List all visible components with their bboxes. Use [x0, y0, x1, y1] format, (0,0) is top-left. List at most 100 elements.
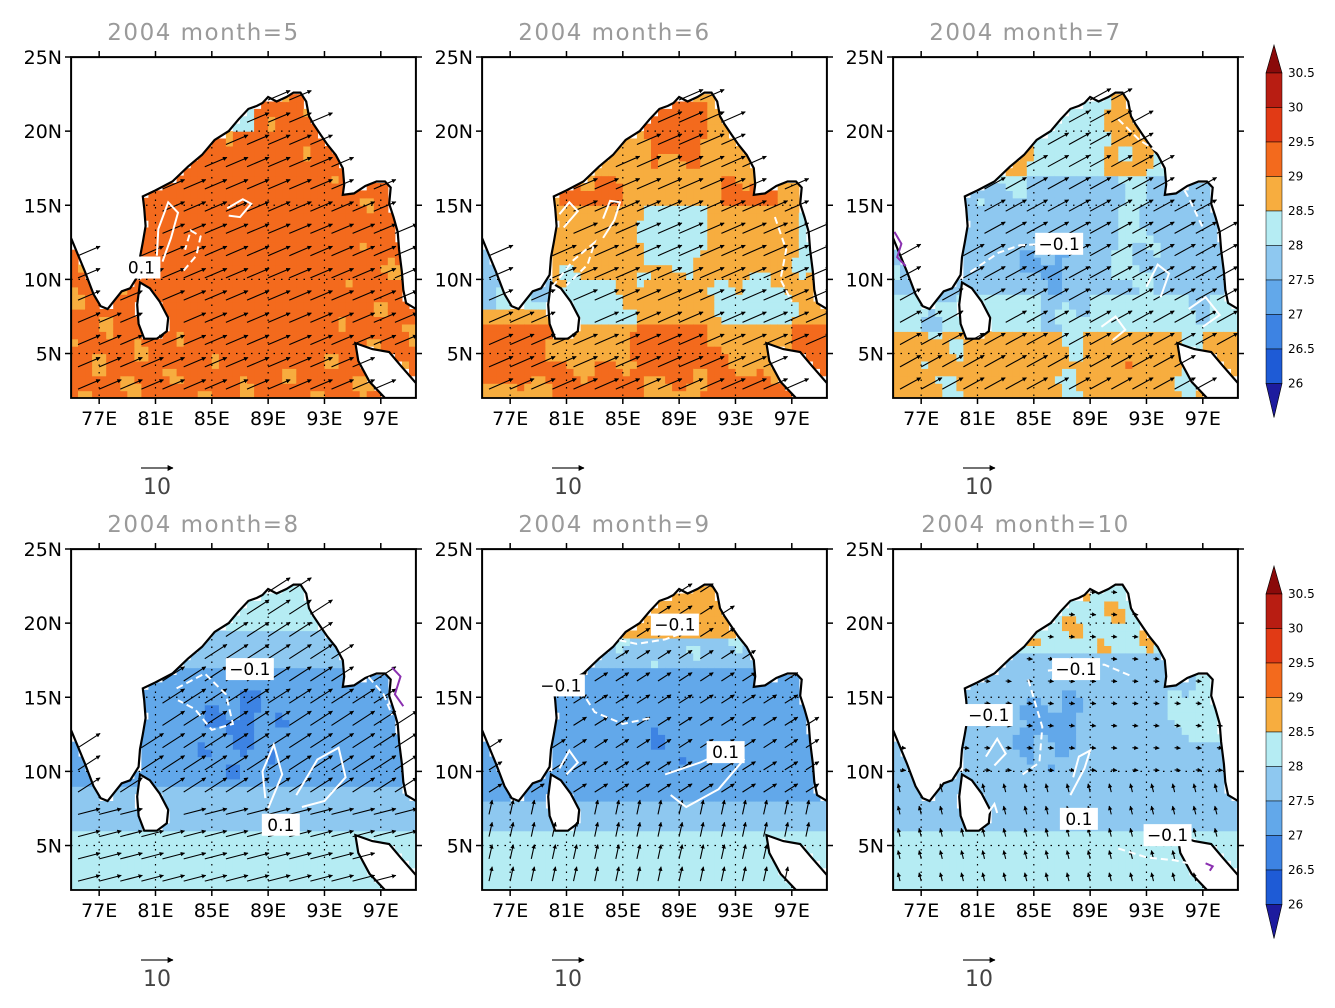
wind-arrow — [700, 672, 714, 682]
y-tick-label: 15N — [435, 195, 473, 217]
wind-arrow — [289, 710, 312, 726]
wind-arrow — [162, 688, 185, 704]
wind-arrow — [1111, 701, 1118, 706]
x-tick-label: 77E — [81, 408, 117, 430]
map-panel: 2004 month=6 77E 81E 85E 89E 93E 97E 5N 10N 15N 20… — [435, 20, 833, 500]
contour-label: −0.1 — [1039, 235, 1080, 255]
wind-arrow — [636, 244, 662, 257]
wind-arrow — [1089, 377, 1112, 390]
wind-arrow — [99, 829, 122, 838]
y-tick-label: 25N — [846, 539, 884, 561]
wind-arrow — [331, 312, 355, 323]
wind-arrow — [678, 333, 704, 346]
colorbar-label: 26 — [1288, 898, 1303, 912]
y-tick-label: 25N — [24, 47, 62, 69]
wind-arrow — [615, 783, 630, 793]
wind-arrow — [963, 332, 985, 346]
wind-arrow — [551, 821, 557, 837]
x-tick-label: 89E — [250, 408, 286, 430]
wind-arrow — [246, 874, 270, 882]
wind-arrow — [77, 732, 101, 749]
wind-arrow — [594, 761, 609, 771]
contour-line — [1188, 295, 1222, 328]
wind-arrow — [657, 866, 663, 882]
wind-arrow — [678, 111, 704, 123]
wind-arrow — [615, 761, 630, 771]
wind-arrow — [1174, 354, 1196, 368]
wind-arrow — [1044, 872, 1049, 882]
wind-arrow — [1216, 266, 1238, 279]
wind-arrow — [1153, 221, 1175, 234]
wind-arrow — [509, 821, 515, 837]
wind-arrow — [1068, 701, 1076, 706]
wind-arrow — [1111, 634, 1118, 639]
wind-arrow — [981, 872, 986, 882]
wind-arrow — [77, 267, 101, 279]
reference-vector-label: 10 — [143, 967, 171, 992]
wind-arrow — [1150, 805, 1155, 815]
wind-arrow — [310, 710, 333, 726]
wind-arrow — [99, 807, 122, 815]
wind-arrow — [1132, 332, 1154, 346]
wind-arrow — [331, 356, 355, 368]
wind-arrow — [678, 821, 684, 837]
wind-arrow — [917, 850, 923, 860]
wind-arrow — [310, 851, 333, 860]
wind-arrow — [162, 874, 186, 882]
wind-arrow — [183, 755, 207, 771]
y-tick-label: 15N — [435, 687, 473, 709]
wind-arrow — [939, 850, 944, 860]
wind-arrow — [763, 200, 789, 212]
colorbar-label: 26.5 — [1288, 863, 1315, 877]
wind-arrow — [267, 643, 291, 660]
colorbar-segment — [1265, 176, 1283, 212]
wind-arrow — [1047, 332, 1070, 346]
colorbar-bottom-triangle — [1265, 904, 1283, 939]
wind-arrow — [1174, 288, 1196, 301]
contour-label: 0.1 — [128, 259, 155, 279]
wind-arrow — [721, 694, 735, 704]
wind-arrow — [763, 222, 789, 234]
wind-arrow — [960, 850, 965, 860]
wind-arrow — [267, 134, 291, 146]
contour-line — [602, 199, 622, 239]
wind-vectors — [488, 89, 827, 390]
wind-arrow — [678, 844, 684, 860]
wind-arrow — [657, 133, 683, 146]
x-tick-label: 93E — [306, 900, 342, 922]
wind-arrow — [939, 805, 944, 815]
wind-arrow — [1174, 266, 1196, 279]
wind-arrow — [1132, 678, 1139, 684]
x-tick-label: 81E — [137, 900, 173, 922]
wind-arrow — [699, 799, 705, 815]
y-tick-label: 20N — [24, 613, 62, 635]
wind-arrow — [1086, 783, 1092, 793]
wind-arrow — [204, 312, 228, 323]
wind-arrow — [1026, 310, 1048, 323]
wind-arrow — [120, 777, 143, 793]
wind-arrow — [289, 134, 312, 146]
wind-arrow — [594, 311, 620, 323]
wind-arrow — [531, 378, 556, 390]
colorbar-segment — [1265, 107, 1283, 143]
sst-field — [71, 94, 416, 398]
wind-arrow — [920, 377, 943, 390]
wind-arrow — [1174, 745, 1181, 751]
wind-arrow — [963, 745, 970, 751]
y-tick-label: 5N — [858, 344, 884, 366]
wind-arrow — [77, 829, 101, 838]
contour-line — [226, 198, 253, 219]
wind-arrow — [246, 356, 270, 368]
coastline-mainland — [893, 549, 1238, 890]
contour-line — [773, 216, 793, 303]
wind-arrow — [1047, 266, 1070, 279]
wind-arrow — [1023, 783, 1028, 793]
wind-arrow — [1111, 310, 1133, 323]
wind-arrow — [763, 311, 789, 323]
map-frame — [481, 56, 828, 399]
wind-arrow — [1065, 850, 1070, 860]
wind-arrow — [1023, 850, 1028, 860]
wind-arrow — [1111, 767, 1118, 773]
wind-arrow — [1171, 850, 1176, 860]
wind-arrow — [917, 827, 923, 837]
